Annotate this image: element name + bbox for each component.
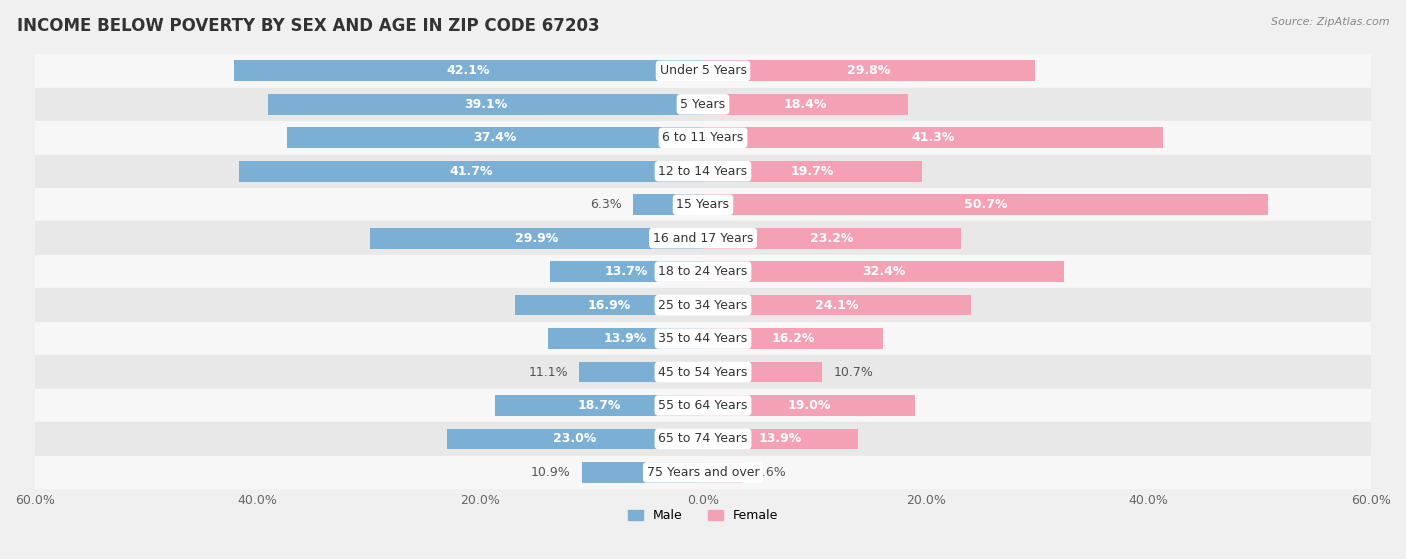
Text: 13.9%: 13.9% [759,433,801,446]
Text: 24.1%: 24.1% [815,299,859,311]
Bar [633,195,703,215]
Bar [495,395,703,416]
Text: 18.4%: 18.4% [783,98,827,111]
Text: 15 Years: 15 Years [676,198,730,211]
Bar [35,389,1371,422]
Bar [35,288,1371,322]
Bar [703,362,823,382]
Bar [447,429,703,449]
Bar [703,261,1064,282]
Text: 12 to 14 Years: 12 to 14 Years [658,165,748,178]
Bar [703,94,908,115]
Bar [370,228,703,249]
Text: 37.4%: 37.4% [472,131,516,144]
Bar [35,121,1371,154]
Bar [287,127,703,148]
Bar [235,60,703,81]
Text: 29.9%: 29.9% [515,231,558,245]
Text: Source: ZipAtlas.com: Source: ZipAtlas.com [1271,17,1389,27]
Bar [35,356,1371,389]
Text: 11.1%: 11.1% [529,366,568,378]
Text: 16.2%: 16.2% [772,332,815,345]
Text: 10.7%: 10.7% [834,366,873,378]
Text: 13.9%: 13.9% [605,332,647,345]
Text: 39.1%: 39.1% [464,98,508,111]
Bar [239,161,703,182]
Bar [35,255,1371,288]
Bar [582,462,703,483]
Bar [703,228,962,249]
Bar [703,60,1035,81]
Text: 35 to 44 Years: 35 to 44 Years [658,332,748,345]
Text: 45 to 54 Years: 45 to 54 Years [658,366,748,378]
Bar [703,295,972,315]
Text: 6.3%: 6.3% [591,198,621,211]
Bar [35,154,1371,188]
Text: 19.0%: 19.0% [787,399,831,412]
Text: 23.0%: 23.0% [554,433,596,446]
Bar [515,295,703,315]
Text: 6 to 11 Years: 6 to 11 Years [662,131,744,144]
Text: 18 to 24 Years: 18 to 24 Years [658,265,748,278]
Text: 10.9%: 10.9% [530,466,571,479]
Bar [35,88,1371,121]
Text: 19.7%: 19.7% [792,165,834,178]
Bar [703,395,914,416]
Text: 25 to 34 Years: 25 to 34 Years [658,299,748,311]
Bar [703,127,1163,148]
Text: 16.9%: 16.9% [588,299,630,311]
Text: 41.3%: 41.3% [911,131,955,144]
Bar [35,422,1371,456]
Text: 41.7%: 41.7% [449,165,492,178]
Bar [703,429,858,449]
Bar [579,362,703,382]
Text: 65 to 74 Years: 65 to 74 Years [658,433,748,446]
Text: 16 and 17 Years: 16 and 17 Years [652,231,754,245]
Text: 3.6%: 3.6% [754,466,786,479]
Bar [703,161,922,182]
Text: 75 Years and over: 75 Years and over [647,466,759,479]
Bar [35,221,1371,255]
Text: 18.7%: 18.7% [578,399,620,412]
Legend: Male, Female: Male, Female [628,509,778,522]
Text: 23.2%: 23.2% [810,231,853,245]
Text: 42.1%: 42.1% [447,64,491,77]
Text: 55 to 64 Years: 55 to 64 Years [658,399,748,412]
Text: INCOME BELOW POVERTY BY SEX AND AGE IN ZIP CODE 67203: INCOME BELOW POVERTY BY SEX AND AGE IN Z… [17,17,599,35]
Text: 32.4%: 32.4% [862,265,905,278]
Text: Under 5 Years: Under 5 Years [659,64,747,77]
Text: 29.8%: 29.8% [848,64,890,77]
Bar [703,195,1268,215]
Bar [35,322,1371,356]
Bar [548,328,703,349]
Text: 13.7%: 13.7% [605,265,648,278]
Bar [35,456,1371,489]
Bar [703,328,883,349]
Bar [703,462,744,483]
Bar [551,261,703,282]
Bar [35,188,1371,221]
Text: 50.7%: 50.7% [963,198,1007,211]
Bar [35,54,1371,88]
Bar [267,94,703,115]
Text: 5 Years: 5 Years [681,98,725,111]
